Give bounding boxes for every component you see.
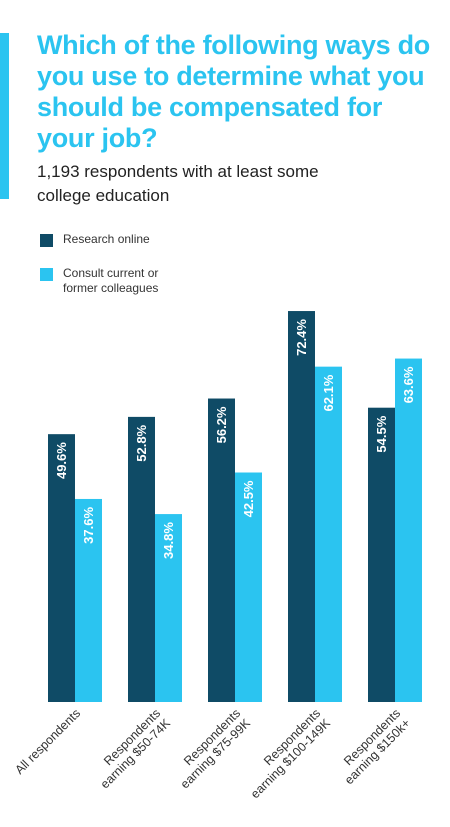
bar-consult-colleagues-1 — [155, 514, 182, 702]
data-label-research-online-3: 72.4% — [294, 319, 309, 356]
chart-title: Which of the following ways do you use t… — [37, 30, 430, 153]
category-label-3: Respondentsearning $100-149K — [238, 706, 333, 801]
data-label-research-online-1: 52.8% — [134, 424, 149, 461]
data-label-consult-colleagues-1: 34.8% — [161, 522, 176, 559]
data-label-research-online-2: 56.2% — [214, 406, 229, 443]
category-label-1: Respondentsearning $50-74K — [88, 706, 174, 792]
bar-consult-colleagues-4 — [395, 358, 422, 702]
data-label-research-online-4: 54.5% — [374, 415, 389, 452]
bar-consult-colleagues-2 — [235, 472, 262, 702]
legend-item-consult-colleagues: Consult current or former colleagues — [40, 266, 183, 296]
data-label-consult-colleagues-0: 37.6% — [81, 507, 96, 544]
legend-item-research-online: Research online — [40, 232, 183, 247]
legend-label-consult-colleagues: Consult current or former colleagues — [63, 266, 159, 295]
bar-research-online-2 — [208, 398, 235, 702]
data-label-consult-colleagues-3: 62.1% — [321, 374, 336, 411]
legend-swatch-consult-colleagues — [40, 268, 53, 281]
bar-research-online-0 — [48, 434, 75, 702]
legend-label-research-online: Research online — [63, 232, 150, 246]
bar-consult-colleagues-0 — [75, 498, 102, 702]
category-label-0: All respondents — [12, 706, 83, 777]
data-label-research-online-0: 49.6% — [54, 442, 69, 479]
category-label-2: Respondentsearning $75-99K — [168, 706, 254, 792]
data-label-consult-colleagues-4: 63.6% — [401, 366, 416, 403]
data-label-consult-colleagues-2: 42.5% — [241, 480, 256, 517]
chart-subtitle: 1,193 respondents with at least some col… — [37, 162, 319, 205]
accent-bar — [0, 33, 9, 199]
category-label-4: Respondentsearning $150k+ — [332, 706, 413, 787]
bar-research-online-4 — [368, 407, 395, 702]
bar-research-online-3 — [288, 311, 315, 702]
legend-swatch-research-online — [40, 234, 53, 247]
bar-research-online-1 — [128, 416, 155, 702]
bar-consult-colleagues-3 — [315, 366, 342, 702]
